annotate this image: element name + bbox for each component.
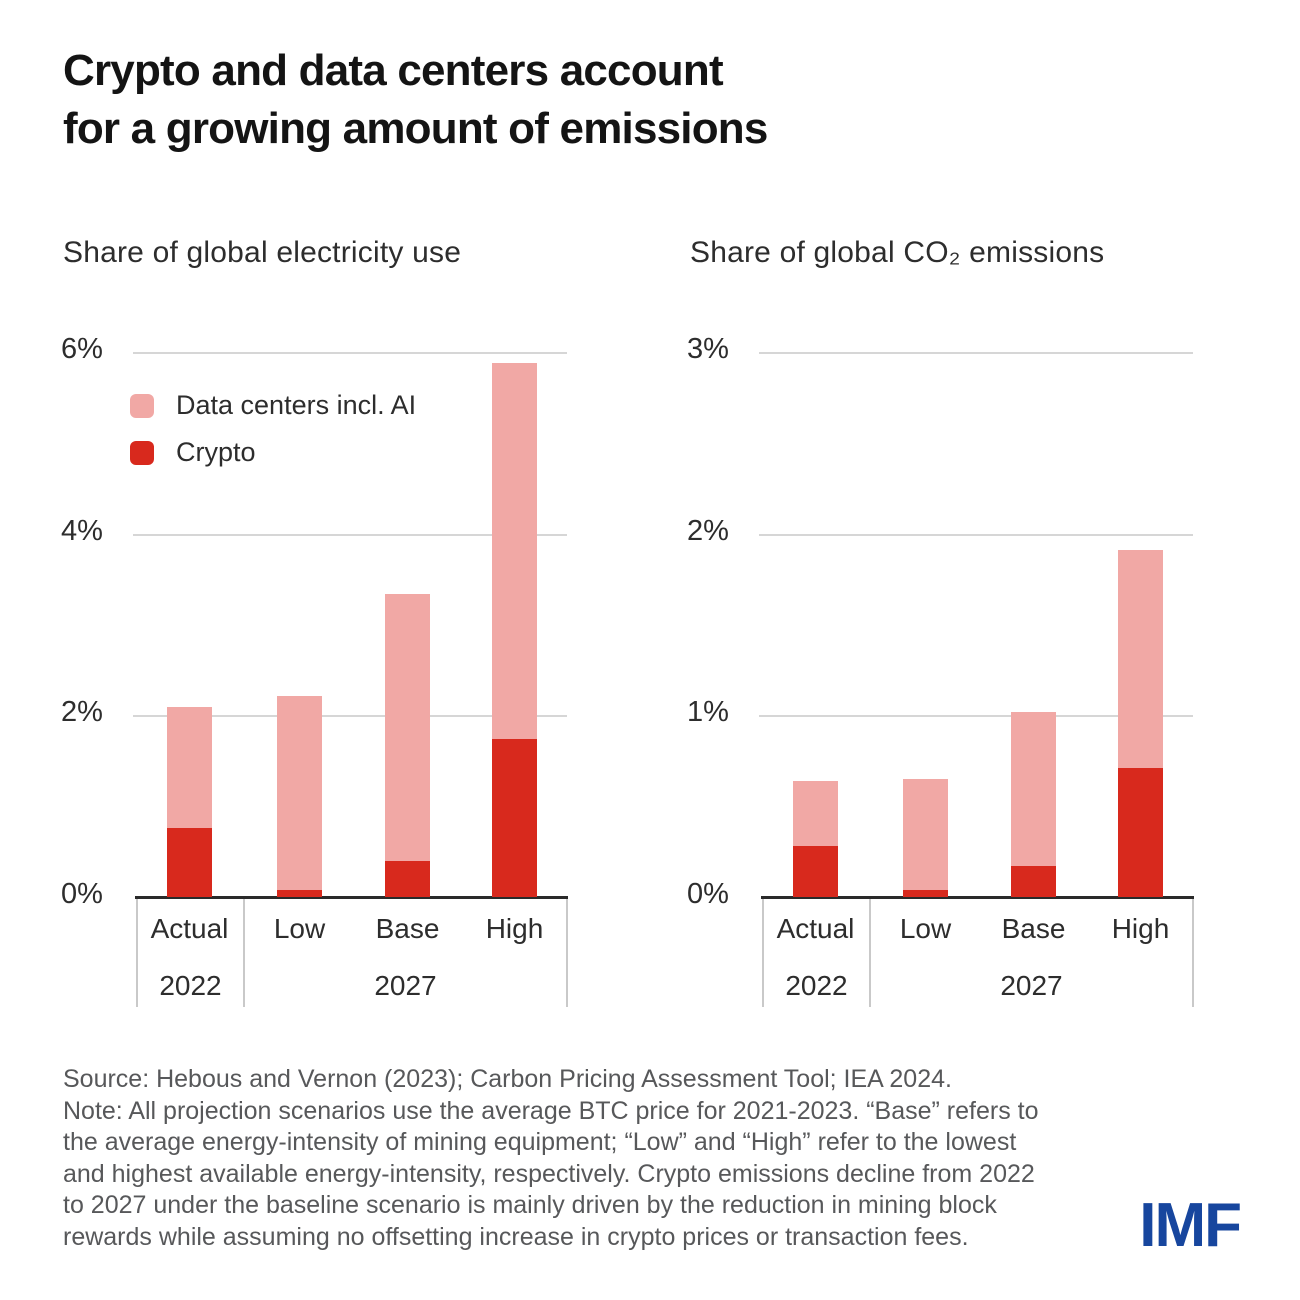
bar-low-data-centers-incl-ai [277,696,322,890]
footer-note: Note: All projection scenarios use the a… [63,1096,1039,1251]
footer-source: Source: Hebous and Vernon (2023); Carbon… [63,1065,952,1093]
bar-high-data-centers-incl-ai [492,362,537,739]
y-tick-label: 2% [687,514,729,547]
bar-high-crypto [1118,768,1163,897]
year-label-2027: 2027 [1000,970,1063,1001]
legend-swatch [130,440,154,465]
bar-base-data-centers-incl-ai [1011,711,1056,867]
y-tick-label: 4% [61,514,103,547]
legend: Data centers incl. AI Crypto [130,390,416,484]
chart-co2: 3% 2% 1% 0% Actual Low Base High 2022 2027 [687,333,1194,1007]
y-tick-label: 2% [61,696,103,729]
category-label-base: Base [375,913,440,944]
gridline-2% [759,533,1193,536]
figure-title: Crypto and data centers account for a gr… [63,46,768,153]
bar-low-data-centers-incl-ai [903,778,948,890]
axis-divider [869,899,871,1007]
axis-divider [136,899,138,1007]
year-label-2022: 2022 [785,970,848,1001]
category-label-low: Low [899,913,952,944]
bar-base-crypto [1011,866,1056,897]
y-tick-label: 1% [687,696,729,729]
legend-item: Data centers incl. AI [130,390,416,421]
x-axis-line [135,896,568,899]
legend-label: Data centers incl. AI [176,390,417,420]
axis-divider [243,899,245,1007]
bar-actual-crypto [793,846,838,897]
gridline-1% [759,715,1193,718]
bar-actual-data-centers-incl-ai [793,780,838,847]
category-label-high: High [1111,913,1170,944]
x-axis-band: Actual Low Base High 2022 2027 [762,897,1194,1009]
category-label-actual: Actual [150,913,229,944]
year-label-2022: 2022 [159,970,222,1001]
category-label-low: Low [273,913,326,944]
axis-divider [566,899,568,1007]
bar-actual-data-centers-incl-ai [167,707,212,828]
y-tick-label: 0% [687,878,729,910]
legend-label: Crypto [176,437,256,467]
bar-low-crypto [903,889,948,897]
gridline-4% [133,533,567,536]
y-tick-label: 3% [687,333,729,365]
category-label-base: Base [1001,913,1066,944]
footer: Source: Hebous and Vernon (2023); Carbon… [63,1064,1123,1253]
axis-divider [762,899,764,1007]
gridline-3% [759,352,1193,354]
legend-swatch [130,393,154,418]
bar-low-crypto [277,889,322,897]
bar-actual-crypto [167,827,212,897]
legend-item: Crypto [130,437,416,468]
year-label-2027: 2027 [374,970,437,1001]
x-axis-band: Actual Low Base High 2022 2027 [136,897,568,1009]
y-tick-label: 0% [61,878,103,910]
chart-subtitle-co2: Share of global CO₂ emissions [690,236,1105,269]
x-axis-line [761,896,1194,899]
bar-base-crypto [385,860,430,897]
bar-base-data-centers-incl-ai [385,593,430,861]
y-tick-label: 6% [61,333,103,365]
axis-divider [1192,899,1194,1007]
bar-high-data-centers-incl-ai [1118,550,1163,769]
gridline-6% [133,352,567,354]
imf-logo: IMF [1139,1191,1242,1260]
category-label-actual: Actual [776,913,855,944]
chart-subtitle-electricity: Share of global electricity use [63,236,462,269]
bar-high-crypto [492,738,537,897]
gridline-2% [133,715,567,718]
chart-electricity: 6% 4% 2% 0% Actual Low Base High 2022 2027 [61,333,568,1007]
category-label-high: High [485,913,544,944]
